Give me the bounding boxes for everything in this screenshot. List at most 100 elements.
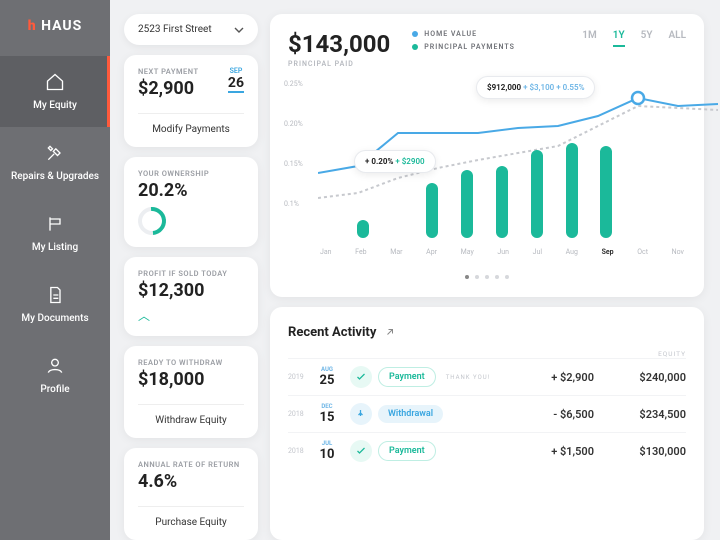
withdraw-equity-button[interactable]: Withdraw Equity: [138, 404, 244, 426]
chart-bar: [600, 146, 612, 238]
sidebar-item-label: My Equity: [0, 100, 110, 111]
activity-col-equity: EQUITY: [288, 350, 686, 358]
tooltip-home-d1: + $3,100: [523, 83, 554, 92]
chevron-down-icon: [234, 25, 244, 35]
sidebar-item-my-equity[interactable]: My Equity: [0, 56, 110, 127]
x-tick: Jul: [533, 248, 542, 256]
activity-date: AUG25: [310, 366, 344, 388]
external-link-icon[interactable]: [384, 326, 396, 338]
card-next-payment: SEP 26 NEXT PAYMENT $2,900 Modify Paymen…: [124, 55, 258, 147]
sidebar-item-label: My Documents: [0, 313, 110, 324]
brand-name: HAUS: [41, 18, 82, 34]
chart-pager[interactable]: [288, 264, 686, 283]
card-label: PROFIT IF SOLD TODAY: [138, 269, 244, 278]
x-tick: May: [461, 248, 474, 256]
activity-type-icon: [350, 440, 372, 462]
chart-body: 0.25% 0.20% 0.15% 0.1% $912,000 + $3,100…: [288, 78, 686, 258]
tooltip-home-value: $912,000 + $3,100 + 0.55%: [476, 76, 595, 99]
card-label: ANNUAL RATE OF RETURN: [138, 460, 244, 469]
sign-icon: [45, 214, 65, 234]
activity-rows: 2019AUG25PaymentTHANK YOU!+ $2,900$240,0…: [288, 358, 686, 469]
range-tabs: 1M 1Y 5Y ALL: [582, 30, 686, 47]
brand-logo: h HAUS: [0, 0, 110, 56]
y-tick: 0.1%: [284, 200, 299, 208]
card-label: READY TO WITHDRAW: [138, 358, 244, 367]
activity-equity: $240,000: [624, 371, 686, 384]
card-value: 20.2%: [138, 180, 244, 201]
card-rate: ANNUAL RATE OF RETURN 4.6% Purchase Equi…: [124, 448, 258, 540]
x-tick: Mar: [390, 248, 402, 256]
chart-bar: [566, 143, 578, 238]
activity-row[interactable]: 2018DEC15Withdrawal- $6,500$234,500: [288, 395, 686, 432]
x-tick: Sep: [602, 248, 614, 256]
activity-badge: Withdrawal: [378, 405, 443, 423]
activity-date: JUL10: [310, 440, 344, 462]
principal-paid-value: $143,000: [288, 30, 390, 58]
activity-row[interactable]: 2019AUG25PaymentTHANK YOU!+ $2,900$240,0…: [288, 358, 686, 395]
activity-badge: Payment: [378, 367, 436, 387]
tooltip-home-d2: + 0.55%: [556, 83, 584, 92]
activity-panel: Recent Activity EQUITY 2019AUG25 Payment T…: [270, 307, 704, 540]
range-1m[interactable]: 1M: [582, 30, 596, 47]
x-tick: Aug: [566, 248, 578, 256]
home-icon: [45, 72, 65, 92]
activity-type-icon: [350, 366, 372, 388]
x-tick: Nov: [672, 248, 684, 256]
summary-column: 2523 First Street SEP 26 NEXT PAYMENT $2…: [124, 14, 258, 540]
range-5y[interactable]: 5Y: [641, 30, 653, 47]
activity-amount: - $6,500: [553, 408, 594, 421]
sidebar-item-label: Repairs & Upgrades: [0, 171, 110, 182]
nav: My Equity Repairs & Upgrades My Listing …: [0, 56, 110, 540]
sidebar-item-label: My Listing: [0, 242, 110, 253]
activity-header: Recent Activity: [288, 321, 686, 340]
activity-row[interactable]: 2018JUL10Payment+ $1,500$130,000: [288, 432, 686, 469]
activity-year: 2019: [288, 373, 310, 381]
activity-type-icon: [350, 403, 372, 425]
date-day: 26: [228, 75, 244, 93]
sidebar-item-listing[interactable]: My Listing: [0, 198, 110, 269]
y-tick: 0.25%: [284, 80, 303, 88]
sidebar-item-label: Profile: [0, 384, 110, 395]
chart-panel: $143,000 PRINCIPAL PAID HOME VALUE PRINC…: [270, 14, 704, 297]
chart-legend: HOME VALUE PRINCIPAL PAYMENTS: [412, 30, 515, 51]
sidebar-item-documents[interactable]: My Documents: [0, 269, 110, 340]
sidebar-item-repairs[interactable]: Repairs & Upgrades: [0, 127, 110, 198]
chart-bar: [496, 166, 508, 238]
activity-title: Recent Activity: [288, 325, 376, 340]
x-tick: Jun: [497, 248, 509, 256]
document-icon: [45, 285, 65, 305]
x-tick: Feb: [355, 248, 366, 256]
activity-equity: $130,000: [624, 445, 686, 458]
legend-home: HOME VALUE: [424, 30, 477, 38]
x-tick: Jan: [320, 248, 332, 256]
activity-year: 2018: [288, 447, 310, 455]
activity-thankyou: THANK YOU!: [446, 374, 490, 381]
modify-payments-button[interactable]: Modify Payments: [138, 113, 244, 135]
sidebar-item-profile[interactable]: Profile: [0, 340, 110, 411]
legend-dot-payments: [412, 44, 418, 50]
card-withdraw: READY TO WITHDRAW $18,000 Withdraw Equit…: [124, 346, 258, 438]
range-all[interactable]: ALL: [669, 30, 687, 47]
tools-icon: [45, 143, 65, 163]
profile-icon: [45, 356, 65, 376]
y-tick: 0.20%: [284, 120, 303, 128]
main: 2523 First Street SEP 26 NEXT PAYMENT $2…: [110, 0, 720, 540]
card-value: 4.6%: [138, 471, 244, 492]
activity-amount: + $1,500: [551, 445, 594, 458]
card-profit: PROFIT IF SOLD TODAY $12,300 ︿: [124, 257, 258, 336]
tooltip-home-amount: $912,000: [487, 83, 521, 92]
address-text: 2523 First Street: [138, 24, 212, 35]
next-payment-date: SEP 26: [228, 67, 244, 93]
range-1y[interactable]: 1Y: [613, 30, 625, 47]
purchase-equity-button[interactable]: Purchase Equity: [138, 506, 244, 528]
logo-mark: h: [28, 18, 37, 34]
address-selector[interactable]: 2523 First Street: [124, 14, 258, 45]
chart-bar: [426, 183, 438, 238]
card-value: $12,300: [138, 280, 244, 301]
sidebar: h HAUS My Equity Repairs & Upgrades My L…: [0, 0, 110, 540]
legend-dot-home: [412, 31, 418, 37]
date-month: SEP: [228, 67, 244, 75]
x-tick: Apr: [426, 248, 437, 256]
card-label: YOUR OWNERSHIP: [138, 169, 244, 178]
chart-bar: [531, 150, 543, 238]
